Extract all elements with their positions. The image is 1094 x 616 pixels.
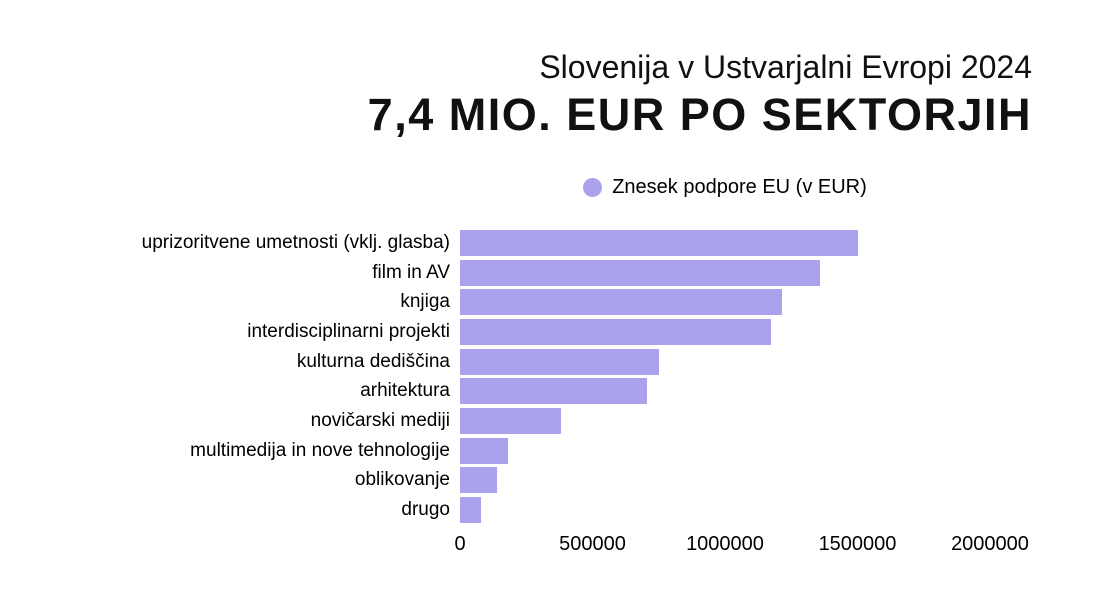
bar[interactable] (460, 259, 821, 286)
bar-row: interdisciplinarni projekti (0, 317, 1094, 347)
bar[interactable] (460, 289, 782, 316)
bar[interactable] (460, 437, 508, 464)
x-tick-label: 500000 (559, 532, 626, 555)
bar[interactable] (460, 348, 659, 375)
bar-rows: uprizoritvene umetnosti (vklj. glasba) fi… (0, 228, 1094, 525)
legend-marker-icon (583, 177, 603, 197)
bar-row: knjiga (0, 287, 1094, 317)
chart-subtitle: 7,4 MIO. EUR PO SEKTORJIH (367, 88, 1032, 140)
x-tick-label: 0 (454, 532, 466, 555)
category-label: oblikovanje (354, 469, 450, 491)
x-tick-label: 2000000 (951, 532, 1029, 555)
category-label: film in AV (372, 261, 450, 283)
bar[interactable] (460, 497, 482, 524)
x-axis: 0 500000 1000000 1500000 2000000 (0, 533, 1094, 559)
x-tick-label: 1500000 (818, 532, 897, 555)
category-label: uprizoritvene umetnosti (vklj. glasba) (141, 231, 450, 253)
category-label: multimedija in nove tehnologije (190, 439, 450, 461)
bar-row: novičarski mediji (0, 406, 1094, 436)
bar-row: multimedija in nove tehnologije (0, 436, 1094, 466)
category-label: arhitektura (360, 380, 450, 402)
bar[interactable] (460, 407, 561, 434)
legend-label: Znesek podpore EU (v EUR) (612, 175, 867, 198)
bar[interactable] (460, 318, 772, 345)
legend[interactable]: Znesek podpore EU (v EUR) (460, 175, 990, 199)
bar[interactable] (460, 378, 647, 405)
category-label: drugo (401, 499, 450, 521)
category-label: kulturna dediščina (296, 350, 450, 372)
chart-header: Slovenija v Ustvarjalni Evropi 2024 7,4 … (367, 49, 1032, 140)
bar[interactable] (460, 229, 858, 256)
category-label: novičarski mediji (310, 409, 450, 431)
bar-row: arhitektura (0, 376, 1094, 406)
bar-row: uprizoritvene umetnosti (vklj. glasba) (0, 228, 1094, 258)
bar-chart: uprizoritvene umetnosti (vklj. glasba) fi… (0, 228, 1094, 559)
bar-row: drugo (0, 495, 1094, 525)
category-label: knjiga (400, 291, 450, 313)
bar-row: film in AV (0, 258, 1094, 288)
bar-row: kulturna dediščina (0, 347, 1094, 377)
x-tick-label: 1000000 (686, 532, 764, 555)
bar-row: oblikovanje (0, 466, 1094, 496)
chart-title: Slovenija v Ustvarjalni Evropi 2024 (539, 49, 1032, 85)
category-label: interdisciplinarni projekti (247, 320, 450, 342)
bar[interactable] (460, 467, 498, 494)
